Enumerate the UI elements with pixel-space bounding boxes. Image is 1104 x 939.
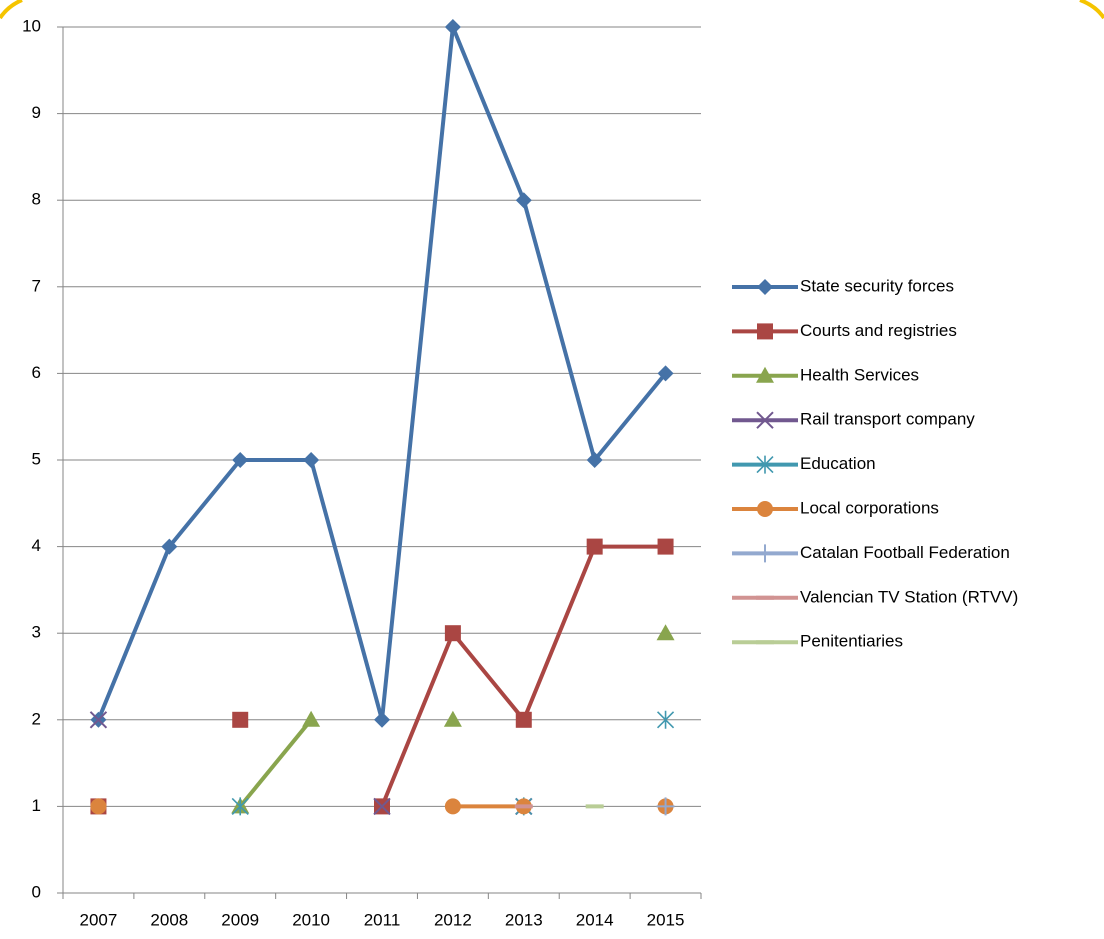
y-tick-label: 0 <box>32 882 41 901</box>
y-tick-label: 8 <box>32 190 41 209</box>
x-tick-label: 2012 <box>434 910 472 929</box>
y-tick-label: 9 <box>32 103 41 122</box>
marker <box>656 710 675 729</box>
marker <box>656 797 675 816</box>
marker <box>89 711 108 729</box>
decoration <box>0 0 23 20</box>
marker <box>231 797 249 816</box>
legend-label: Local corporations <box>800 498 939 517</box>
y-tick-label: 2 <box>32 709 41 728</box>
marker <box>756 544 774 563</box>
legend-label: Valencian TV Station (RTVV) <box>800 587 1018 606</box>
marker <box>303 452 320 468</box>
marker <box>586 538 603 555</box>
marker <box>443 710 462 727</box>
x-tick-label: 2010 <box>292 910 330 929</box>
marker <box>232 452 249 468</box>
y-tick-label: 4 <box>32 536 41 555</box>
legend-label: State security forces <box>800 276 954 295</box>
marker <box>444 798 461 815</box>
x-tick-label: 2011 <box>364 910 401 929</box>
marker <box>656 624 675 641</box>
y-tick-label: 10 <box>22 16 41 35</box>
y-tick-label: 3 <box>32 623 41 642</box>
legend-label: Rail transport company <box>800 410 975 429</box>
marker <box>757 279 773 295</box>
x-tick-label: 2015 <box>647 910 685 929</box>
marker <box>657 538 674 555</box>
marker <box>756 455 774 474</box>
marker <box>757 501 773 517</box>
legend-label: Education <box>800 454 876 473</box>
marker <box>302 710 321 727</box>
legend-label: Health Services <box>800 365 919 384</box>
y-tick-label: 7 <box>32 276 41 295</box>
legend-label: Courts and registries <box>800 321 957 340</box>
marker <box>515 192 532 209</box>
marker <box>756 366 774 383</box>
y-tick-label: 5 <box>32 449 41 468</box>
marker <box>657 365 674 382</box>
decoration <box>1079 0 1104 20</box>
marker <box>444 625 461 642</box>
marker <box>232 711 249 728</box>
marker <box>756 411 774 429</box>
marker <box>373 797 391 816</box>
series-line <box>380 544 666 808</box>
marker <box>161 538 178 555</box>
marker <box>586 452 603 468</box>
marker <box>757 323 773 340</box>
marker <box>515 711 532 728</box>
legend-label: Catalan Football Federation <box>800 543 1010 562</box>
x-tick-label: 2013 <box>505 910 543 929</box>
y-tick-label: 6 <box>32 363 41 382</box>
marker <box>444 19 461 35</box>
x-tick-label: 2008 <box>150 910 188 929</box>
marker <box>90 798 107 815</box>
y-tick-label: 1 <box>32 796 41 815</box>
marker <box>374 711 390 728</box>
x-tick-label: 2007 <box>80 910 118 929</box>
x-tick-label: 2009 <box>221 910 259 929</box>
x-tick-label: 2014 <box>576 910 614 929</box>
legend-label: Penitentiaries <box>800 632 903 651</box>
